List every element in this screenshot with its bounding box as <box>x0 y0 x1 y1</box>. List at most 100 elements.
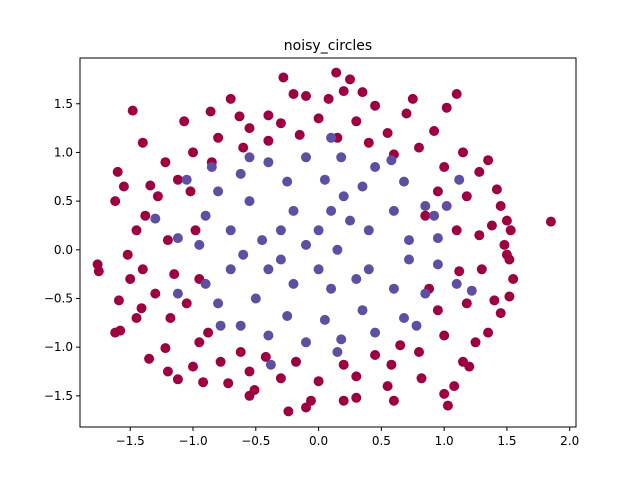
scatter-point-outer-111 <box>118 181 129 192</box>
scatter-point-outer-69 <box>313 113 324 124</box>
scatter-point-outer-17 <box>234 111 245 122</box>
scatter-point-outer-63 <box>213 132 224 143</box>
scatter-point-outer-54 <box>122 249 133 260</box>
scatter-point-inner-46 <box>313 264 324 275</box>
scatter-point-outer-45 <box>505 225 516 236</box>
scatter-point-inner-4 <box>213 298 224 309</box>
scatter-point-outer-106 <box>363 137 374 148</box>
scatter-point-inner-42 <box>363 264 374 275</box>
scatter-point-outer-41 <box>483 327 494 338</box>
scatter-point-outer-11 <box>160 343 171 354</box>
scatter-point-inner-30 <box>357 305 368 316</box>
scatter-point-inner-48 <box>172 288 183 299</box>
scatter-point-inner-35 <box>257 235 268 246</box>
scatter-point-outer-100 <box>454 266 465 277</box>
scatter-point-inner-56 <box>441 201 452 211</box>
scatter-point-outer-120 <box>288 89 299 99</box>
scatter-point-outer-73 <box>382 128 393 138</box>
scatter-point-outer-40 <box>474 166 485 177</box>
scatter-point-outer-80 <box>461 298 472 309</box>
x-tick-label: 1.0 <box>435 434 454 448</box>
scatter-point-outer-81 <box>474 230 485 241</box>
scatter-point-outer-21 <box>283 406 294 417</box>
scatter-point-outer-43 <box>495 201 506 211</box>
y-tick-label: −1.0 <box>44 340 73 354</box>
y-tick-label: −0.5 <box>44 291 73 305</box>
scatter-point-inner-69 <box>238 249 249 260</box>
scatter-point-outer-92 <box>291 356 301 367</box>
scatter-point-outer-60 <box>165 313 176 323</box>
scatter-point-inner-11 <box>336 152 347 163</box>
scatter-point-inner-18 <box>420 288 431 299</box>
scatter-point-outer-107 <box>260 351 271 362</box>
scatter-point-outer-105 <box>263 135 274 146</box>
scatter-point-outer-62 <box>194 337 205 348</box>
scatter-point-inner-51 <box>265 359 276 370</box>
scatter-point-outer-89 <box>238 142 249 153</box>
scatter-point-outer-127 <box>188 361 198 372</box>
scatter-point-outer-24 <box>323 93 334 104</box>
scatter-point-inner-37 <box>288 205 299 216</box>
x-tick-label: −1.5 <box>116 434 145 448</box>
y-tick-label: 1.5 <box>54 97 73 111</box>
scatter-point-outer-42 <box>491 184 502 195</box>
scatter-point-inner-29 <box>357 181 368 192</box>
scatter-point-outer-115 <box>495 308 506 319</box>
scatter-point-inner-50 <box>244 152 255 163</box>
scatter-point-outer-20 <box>278 72 289 83</box>
scatter-point-outer-3 <box>110 196 121 207</box>
scatter-point-inner-40 <box>326 283 337 294</box>
scatter-point-outer-125 <box>388 395 399 406</box>
scatter-point-inner-5 <box>235 168 246 179</box>
scatter-point-outer-9 <box>144 353 155 364</box>
scatter-point-inner-68 <box>338 191 349 202</box>
scatter-point-outer-114 <box>501 249 512 260</box>
scatter-point-inner-65 <box>345 215 355 226</box>
scatter-point-inner-43 <box>301 239 311 250</box>
scatter-point-inner-27 <box>319 174 330 185</box>
scatter-point-inner-63 <box>172 233 183 244</box>
scatter-point-outer-70 <box>313 376 324 387</box>
data-points <box>92 67 556 417</box>
scatter-point-outer-44 <box>501 215 512 226</box>
scatter-point-outer-126 <box>244 390 255 401</box>
scatter-point-outer-15 <box>205 106 216 117</box>
scatter-point-outer-91 <box>294 129 305 140</box>
scatter-point-inner-67 <box>275 254 286 265</box>
scatter-point-outer-25 <box>331 67 342 78</box>
scatter-point-outer-64 <box>215 356 226 367</box>
x-axis: −1.5 −1.0 −0.5 0.0 0.5 1.0 1.5 2.0 <box>116 427 579 448</box>
scatter-point-outer-2 <box>93 266 104 277</box>
scatter-point-outer-94 <box>338 359 349 370</box>
scatter-point-outer-78 <box>439 330 450 341</box>
scatter-point-outer-31 <box>416 373 427 384</box>
scatter-point-outer-86 <box>181 298 192 309</box>
y-tick-label: 1.0 <box>54 145 73 159</box>
plot-frame <box>79 57 577 428</box>
scatter-point-outer-19 <box>263 110 274 121</box>
scatter-point-inner-15 <box>399 176 409 187</box>
x-tick-label: −0.5 <box>241 434 270 448</box>
scatter-point-outer-109 <box>137 137 148 148</box>
scatter-point-inner-21 <box>225 225 236 236</box>
scatter-point-outer-53 <box>131 225 142 236</box>
scatter-point-inner-25 <box>282 176 293 187</box>
scatter-point-outer-59 <box>172 174 183 185</box>
scatter-point-inner-13 <box>370 162 381 172</box>
scatter-point-outer-118 <box>407 93 418 104</box>
scatter-point-outer-28 <box>370 100 381 111</box>
scatter-point-outer-61 <box>188 147 198 158</box>
scatter-point-outer-10 <box>160 157 171 168</box>
scatter-point-outer-16 <box>223 378 234 389</box>
scatter-point-inner-31 <box>388 205 399 216</box>
scatter-point-outer-129 <box>458 356 468 367</box>
scatter-point-inner-58 <box>451 278 462 289</box>
scatter-point-outer-14 <box>198 377 209 388</box>
scatter-point-inner-38 <box>288 278 299 289</box>
scatter-point-outer-117 <box>483 155 494 166</box>
scatter-point-inner-28 <box>319 314 330 325</box>
scatter-point-outer-119 <box>225 93 236 104</box>
scatter-point-inner-66 <box>351 274 362 284</box>
scatter-point-outer-123 <box>301 402 311 413</box>
scatter-point-outer-90 <box>235 347 246 357</box>
